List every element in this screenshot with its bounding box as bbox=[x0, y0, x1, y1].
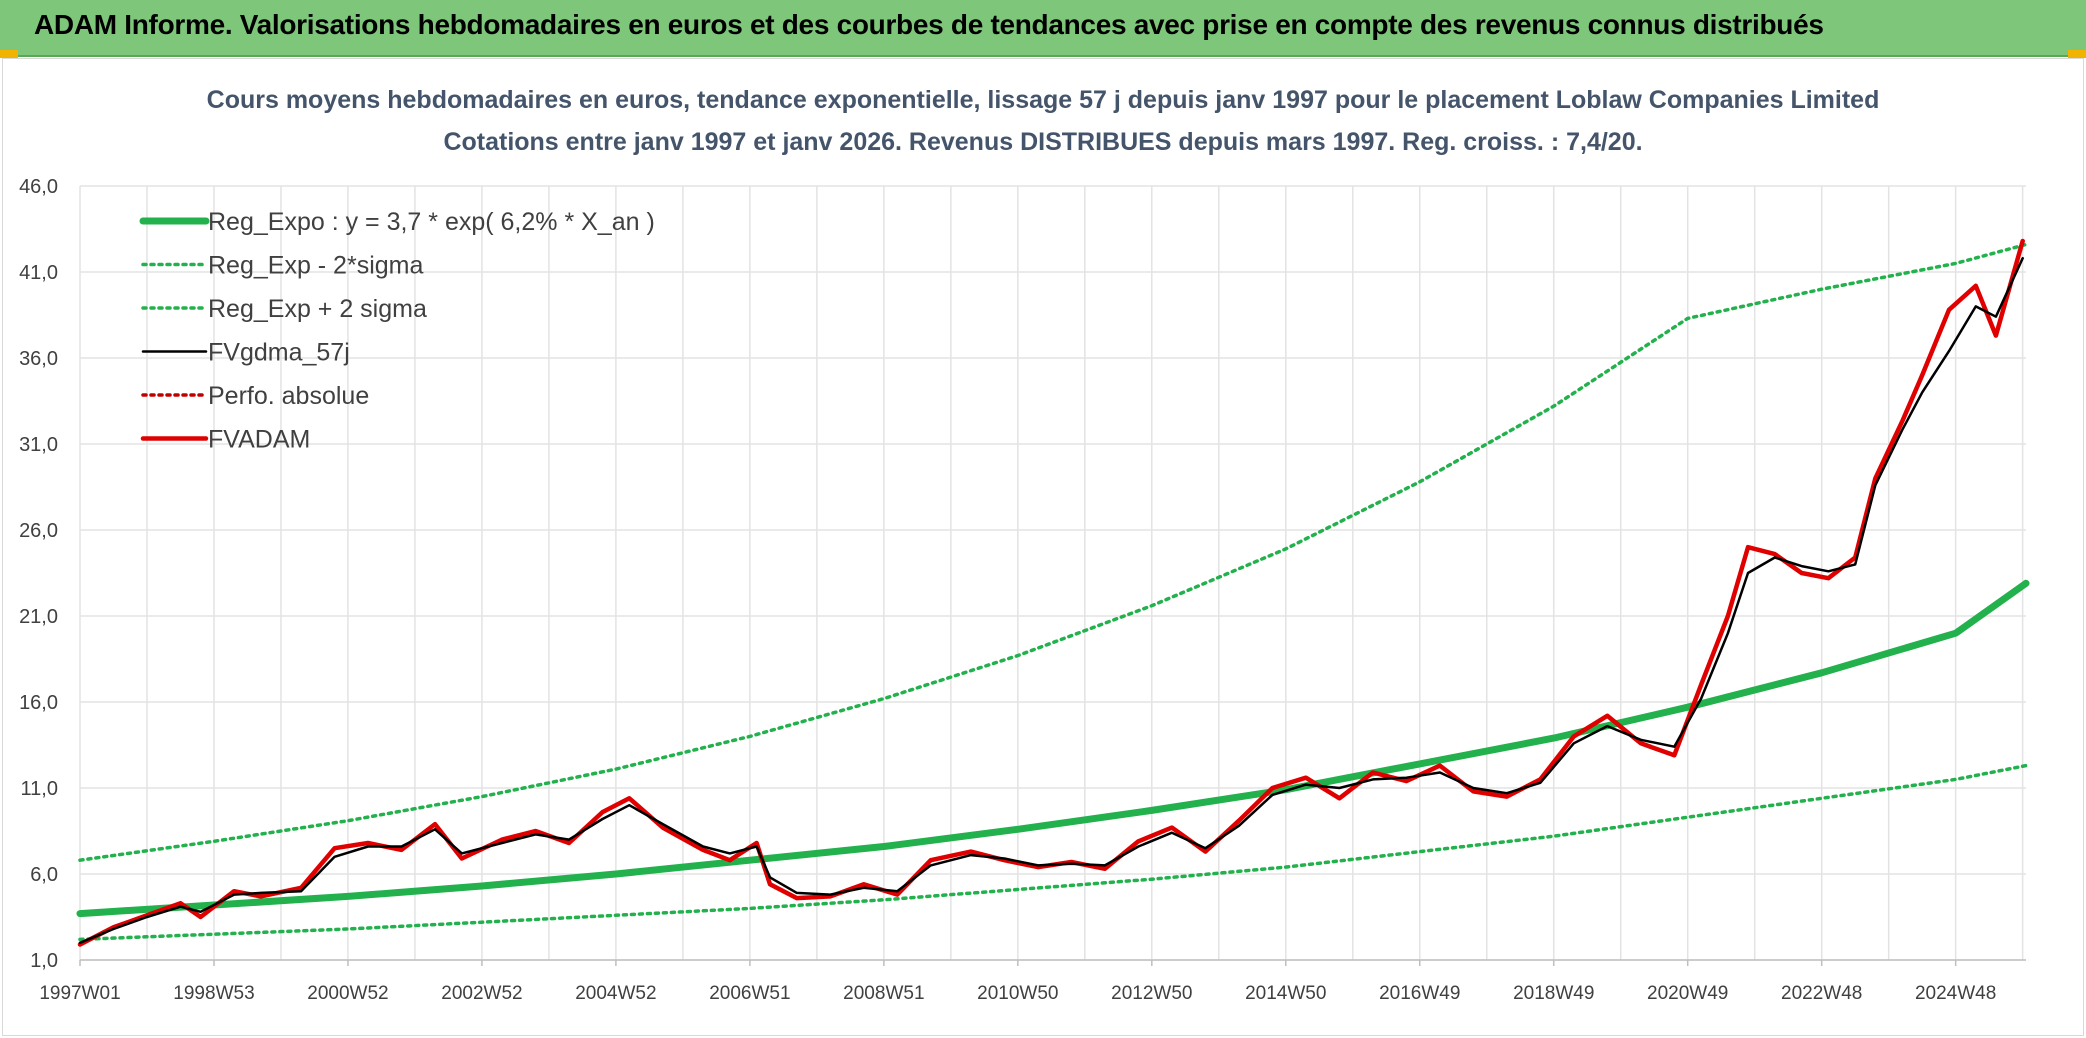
chart-title-line-1: Cours moyens hebdomadaires en euros, ten… bbox=[207, 86, 1880, 114]
x-tick-label: 2016W49 bbox=[1379, 983, 1460, 1004]
y-tick-label: 11,0 bbox=[21, 778, 58, 800]
y-axis-ticks: 1,0 6,0 11,0 16,0 21,0 26,0 31,0 36,0 41,0 46,0 bbox=[19, 176, 58, 972]
chart-legend: Reg_Expo : y = 3,7 * exp( 6,2% * X_an ) R… bbox=[139, 208, 655, 454]
series-line bbox=[76, 579, 2030, 918]
chart-series bbox=[76, 238, 2030, 947]
x-tick-label: 2006W51 bbox=[709, 983, 790, 1004]
x-axis-ticks: 1997W01 1998W53 2000W52 2002W52 2004W52 2006W… bbox=[39, 960, 1996, 1004]
x-tick-label: 2004W52 bbox=[575, 983, 656, 1004]
x-tick-label: 2022W48 bbox=[1781, 983, 1862, 1004]
x-tick-label: 2002W52 bbox=[441, 983, 522, 1004]
y-tick-label: 46,0 bbox=[19, 176, 58, 198]
chart-title-line-2: Cotations entre janv 1997 et janv 2026. … bbox=[443, 128, 1642, 156]
y-tick-label: 21,0 bbox=[19, 606, 58, 628]
chart-frame bbox=[2, 58, 2084, 1036]
legend-label: FVADAM bbox=[208, 426, 310, 454]
chart-grid bbox=[79, 185, 2026, 961]
series-line bbox=[78, 256, 2024, 945]
x-tick-label: 2010W50 bbox=[977, 983, 1058, 1004]
series-line bbox=[78, 763, 2028, 942]
y-tick-label: 26,0 bbox=[19, 520, 58, 542]
x-tick-label: 1998W53 bbox=[173, 983, 254, 1004]
y-tick-label: 36,0 bbox=[19, 348, 58, 370]
banner-corner-right bbox=[2068, 50, 2086, 58]
x-tick-label: 2008W51 bbox=[843, 983, 924, 1004]
legend-label: FVgdma_57j bbox=[208, 339, 350, 367]
report-title: ADAM Informe. Valorisations hebdomadaire… bbox=[34, 9, 1824, 40]
y-tick-label: 6,0 bbox=[30, 864, 58, 886]
legend-label: Reg_Expo : y = 3,7 * exp( 6,2% * X_an ) bbox=[208, 208, 655, 236]
report-banner: ADAM Informe. Valorisations hebdomadaire… bbox=[0, 0, 2086, 57]
y-tick-label: 41,0 bbox=[19, 262, 58, 284]
x-tick-label: 2012W50 bbox=[1111, 983, 1192, 1004]
legend-label: Reg_Exp + 2 sigma bbox=[208, 295, 427, 323]
x-tick-label: 2018W49 bbox=[1513, 983, 1594, 1004]
x-tick-label: 2020W49 bbox=[1647, 983, 1728, 1004]
x-tick-label: 2024W48 bbox=[1915, 983, 1996, 1004]
x-tick-label: 1997W01 bbox=[39, 983, 120, 1004]
x-tick-label: 2014W50 bbox=[1245, 983, 1326, 1004]
legend-label: Reg_Exp - 2*sigma bbox=[208, 252, 423, 280]
legend-label: Perfo. absolue bbox=[208, 382, 369, 410]
series-line bbox=[77, 238, 2025, 947]
x-tick-label: 2000W52 bbox=[307, 983, 388, 1004]
y-tick-label: 31,0 bbox=[19, 434, 58, 456]
y-tick-label: 16,0 bbox=[19, 692, 58, 714]
y-tick-label: 1,0 bbox=[30, 950, 58, 972]
series-line bbox=[78, 242, 2028, 862]
banner-corner-left bbox=[0, 50, 18, 58]
